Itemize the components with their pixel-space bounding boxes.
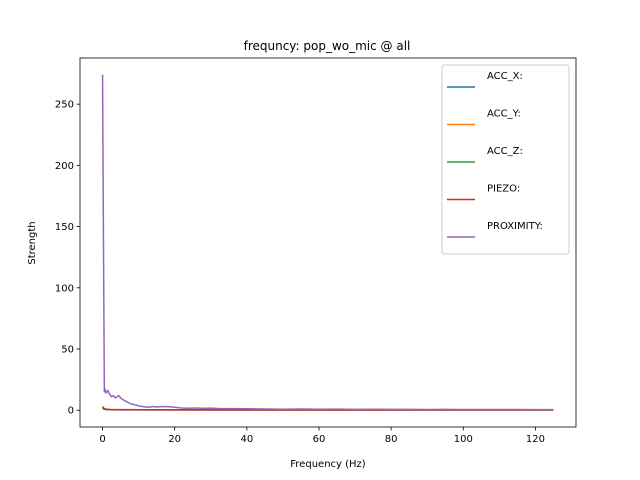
legend-entry: ACC_Z: <box>447 146 523 163</box>
y-axis-label: Strength <box>27 221 38 264</box>
legend-entry: PROXIMITY: <box>447 221 543 238</box>
y-tick-label: 200 <box>55 161 74 172</box>
legend-label: ACC_Y: <box>487 109 521 120</box>
x-axis-label: Frequency (Hz) <box>290 459 366 470</box>
y-tick-label: 100 <box>55 283 74 294</box>
legend: ACC_X: ACC_Y: ACC_Z: PIEZO: PROXIMITY: <box>441 64 570 255</box>
y-tick-label: 0 <box>68 406 74 417</box>
axes: 0 20 40 60 80 100 120 0 50 100 150 200 250 <box>55 57 577 445</box>
x-tick-label: 100 <box>454 434 473 445</box>
plot-frame <box>79 57 577 428</box>
y-tick-label: 250 <box>55 100 74 111</box>
legend-box <box>441 64 570 255</box>
y-tick-label: 50 <box>61 345 74 356</box>
x-tick-label: 80 <box>385 434 398 445</box>
legend-entry: ACC_Y: <box>447 109 521 126</box>
x-tick-label: 40 <box>240 434 253 445</box>
chart-title: frequncy: pop_wo_mic @ all <box>244 39 411 53</box>
legend-label: ACC_Z: <box>487 146 523 157</box>
series-lines <box>101 74 554 411</box>
series-line-proximity <box>101 74 554 411</box>
legend-label: PROXIMITY: <box>487 221 543 232</box>
x-tick-label: 60 <box>313 434 326 445</box>
legend-entry: ACC_X: <box>447 71 523 88</box>
plot-area <box>101 74 554 411</box>
y-tick-label: 150 <box>55 222 74 233</box>
legend-entry: PIEZO: <box>447 184 520 201</box>
x-tick-label: 0 <box>99 434 105 445</box>
legend-label: PIEZO: <box>487 184 520 195</box>
legend-label: ACC_X: <box>487 71 523 82</box>
x-tick-label: 20 <box>168 434 181 445</box>
x-tick-label: 120 <box>526 434 545 445</box>
